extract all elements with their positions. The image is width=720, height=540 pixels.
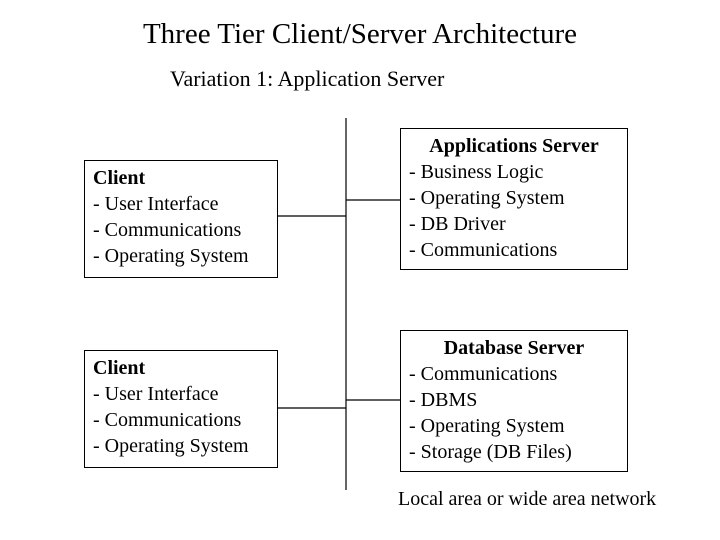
db-server-item: - Storage (DB Files) [409,439,619,465]
db-server-item: - Operating System [409,413,619,439]
page-title: Three Tier Client/Server Architecture [0,18,720,51]
client-box-1-item: - Operating System [93,243,269,269]
network-caption: Local area or wide area network [398,488,656,511]
page-subtitle: Variation 1: Application Server [170,66,444,92]
client-box-1-item: - User Interface [93,191,269,217]
client-box-2-item: - Operating System [93,433,269,459]
db-server-box: Database Server - Communications - DBMS … [400,330,628,472]
client-box-2-title: Client [93,357,145,379]
app-server-item: - DB Driver [409,211,619,237]
app-server-item: - Communications [409,237,619,263]
client-box-1: Client - User Interface - Communications… [84,160,278,278]
app-server-title: Applications Server [409,133,619,159]
db-server-title: Database Server [409,335,619,361]
client-box-1-item: - Communications [93,217,269,243]
client-box-2-item: - User Interface [93,381,269,407]
app-server-item: - Operating System [409,185,619,211]
db-server-item: - Communications [409,361,619,387]
app-server-item: - Business Logic [409,159,619,185]
client-box-2-item: - Communications [93,407,269,433]
client-box-2: Client - User Interface - Communications… [84,350,278,468]
db-server-item: - DBMS [409,387,619,413]
app-server-box: Applications Server - Business Logic - O… [400,128,628,270]
client-box-1-title: Client [93,167,145,189]
